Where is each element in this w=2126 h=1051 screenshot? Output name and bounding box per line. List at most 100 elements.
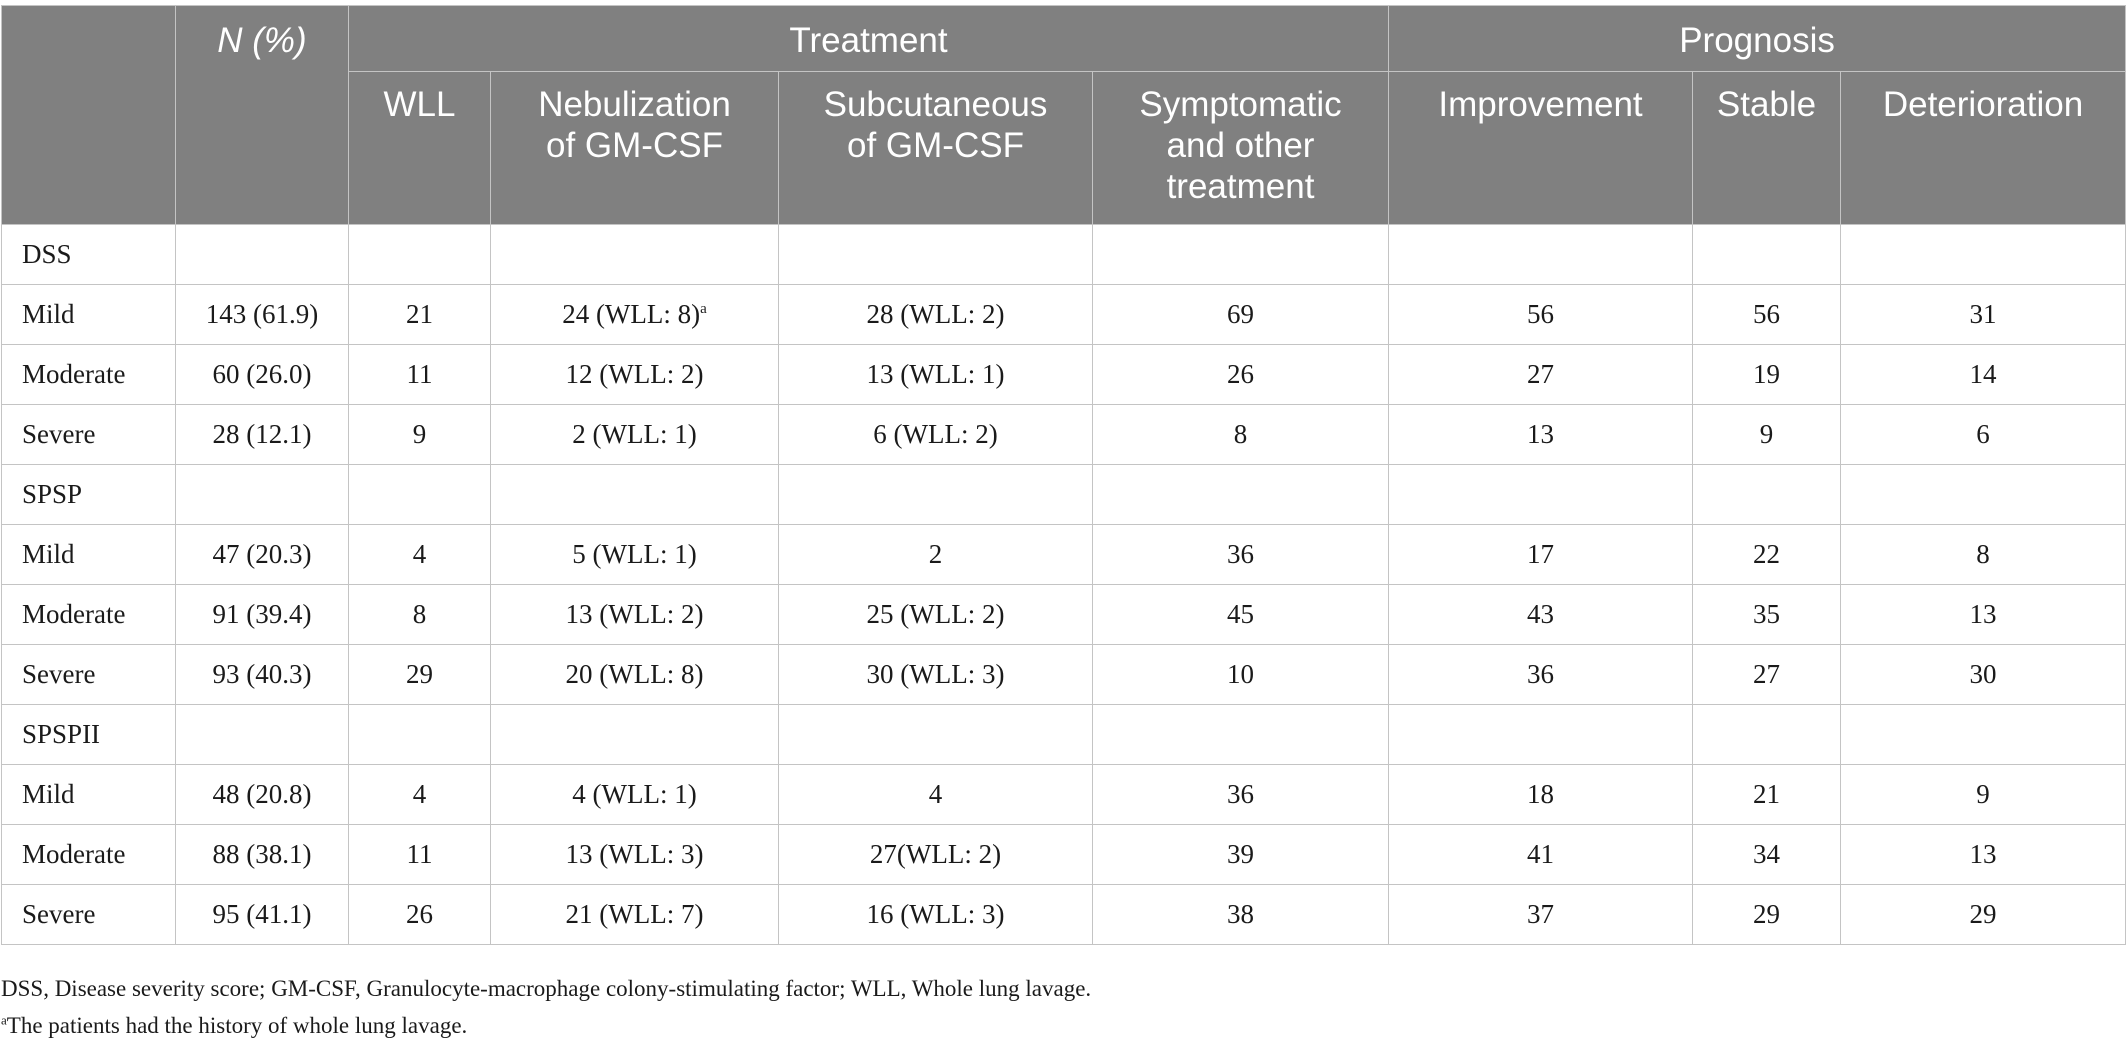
cell-improvement: 18 (1388, 764, 1694, 825)
cell-n: 88 (38.1) (175, 824, 349, 885)
cell-wll: 4 (348, 524, 491, 585)
cell-nebulization: 24 (WLL: 8)a (490, 284, 779, 345)
cell-subcutaneous: 28 (WLL: 2) (778, 284, 1093, 345)
cell-stable: 35 (1692, 584, 1842, 645)
cell-deterioration: 9 (1840, 764, 2126, 825)
header-treatment: Treatment (347, 5, 1390, 72)
cell-improvement: 37 (1388, 884, 1694, 945)
cell-nebulization: 20 (WLL: 8) (490, 644, 779, 705)
cell-subcutaneous: 25 (WLL: 2) (778, 584, 1093, 645)
cell-nebulization: 13 (WLL: 2) (490, 584, 779, 645)
cell-stable: 27 (1692, 644, 1842, 705)
group-row: DSS (1, 224, 2126, 285)
cell-subcutaneous: 27(WLL: 2) (778, 824, 1093, 885)
history-footnote: aThe patients had the history of whole l… (1, 1007, 1091, 1044)
cell-deterioration: 14 (1840, 344, 2126, 405)
header-wll: WLL (348, 71, 491, 225)
cell-improvement: 43 (1388, 584, 1694, 645)
table-header: N (%) Treatment Prognosis WLL Nebulizati… (1, 5, 2126, 225)
header-improvement: Improvement (1388, 71, 1694, 225)
cell-symptomatic: 38 (1091, 884, 1390, 945)
cell-wll: 29 (348, 644, 491, 705)
cell-symptomatic: 8 (1091, 404, 1390, 465)
cell-subcutaneous: 6 (WLL: 2) (778, 404, 1093, 465)
cell-symptomatic: 10 (1091, 644, 1390, 705)
abbreviations-footnote: DSS, Disease severity score; GM-CSF, Gra… (1, 976, 1092, 1001)
row-label: Mild (1, 524, 176, 585)
cell-improvement: 17 (1388, 524, 1694, 585)
footnote-marker: a (700, 301, 707, 317)
cell-symptomatic: 69 (1091, 284, 1390, 345)
cell-deterioration: 6 (1840, 404, 2126, 465)
cell-improvement: 27 (1388, 344, 1694, 405)
header-deterioration: Deterioration (1840, 71, 2126, 225)
cell-symptomatic: 39 (1091, 824, 1390, 885)
row-label: Severe (1, 884, 176, 945)
cell-wll: 4 (348, 764, 491, 825)
table-row: Severe 95 (41.1) 26 21 (WLL: 7) 16 (WLL:… (1, 884, 2126, 945)
table-row: Moderate 88 (38.1) 11 13 (WLL: 3) 27(WLL… (1, 824, 2126, 885)
cell-n: 143 (61.9) (175, 284, 349, 345)
table-footnotes: DSS, Disease severity score; GM-CSF, Gra… (1, 970, 1091, 1044)
cell-nebulization: 12 (WLL: 2) (490, 344, 779, 405)
header-symptomatic: Symptomatic and other treatment (1091, 71, 1390, 225)
cell-deterioration: 13 (1840, 824, 2126, 885)
group-label: SPSP (1, 464, 176, 525)
cell-wll: 11 (348, 344, 491, 405)
cell-nebulization-value: 24 (WLL: 8) (562, 299, 701, 329)
header-nebulization: Nebulization of GM-CSF (490, 71, 779, 225)
row-label: Severe (1, 644, 176, 705)
table-row: Moderate 60 (26.0) 11 12 (WLL: 2) 13 (WL… (1, 344, 2126, 405)
cell-subcutaneous: 4 (778, 764, 1093, 825)
cell-deterioration: 31 (1840, 284, 2126, 345)
cell-wll: 8 (348, 584, 491, 645)
cell-deterioration: 13 (1840, 584, 2126, 645)
cell-symptomatic: 36 (1091, 764, 1390, 825)
cell-n: 48 (20.8) (175, 764, 349, 825)
cell-subcutaneous: 16 (WLL: 3) (778, 884, 1093, 945)
cell-deterioration: 8 (1840, 524, 2126, 585)
cell-nebulization: 4 (WLL: 1) (490, 764, 779, 825)
cell-subcutaneous: 30 (WLL: 3) (778, 644, 1093, 705)
header-prognosis: Prognosis (1388, 5, 2126, 72)
cell-nebulization: 13 (WLL: 3) (490, 824, 779, 885)
cell-nebulization: 2 (WLL: 1) (490, 404, 779, 465)
cell-nebulization: 21 (WLL: 7) (490, 884, 779, 945)
header-empty-cell (1, 5, 176, 225)
cell-n: 91 (39.4) (175, 584, 349, 645)
cell-stable: 9 (1692, 404, 1842, 465)
table-row: Severe 93 (40.3) 29 20 (WLL: 8) 30 (WLL:… (1, 644, 2126, 705)
cell-wll: 9 (348, 404, 491, 465)
table-row: Moderate 91 (39.4) 8 13 (WLL: 2) 25 (WLL… (1, 584, 2126, 645)
cell-nebulization: 5 (WLL: 1) (490, 524, 779, 585)
table-row: Mild 47 (20.3) 4 5 (WLL: 1) 2 36 17 22 8 (1, 524, 2126, 585)
header-subcutaneous: Subcutaneous of GM-CSF (778, 71, 1093, 225)
history-footnote-text: The patients had the history of whole lu… (6, 1013, 468, 1038)
cell-wll: 11 (348, 824, 491, 885)
footnote-marker: a (1, 1012, 7, 1028)
cell-n: 95 (41.1) (175, 884, 349, 945)
cell-improvement: 56 (1388, 284, 1694, 345)
cell-improvement: 36 (1388, 644, 1694, 705)
cell-deterioration: 29 (1840, 884, 2126, 945)
cell-n: 93 (40.3) (175, 644, 349, 705)
cell-deterioration: 30 (1840, 644, 2126, 705)
cell-symptomatic: 45 (1091, 584, 1390, 645)
row-label: Mild (1, 764, 176, 825)
cell-symptomatic: 36 (1091, 524, 1390, 585)
cell-subcutaneous: 13 (WLL: 1) (778, 344, 1093, 405)
table-row: Mild 48 (20.8) 4 4 (WLL: 1) 4 36 18 21 9 (1, 764, 2126, 825)
cell-stable: 19 (1692, 344, 1842, 405)
cell-stable: 34 (1692, 824, 1842, 885)
row-label: Severe (1, 404, 176, 465)
cell-n: 47 (20.3) (175, 524, 349, 585)
cell-n: 28 (12.1) (175, 404, 349, 465)
group-row: SPSPII (1, 704, 2126, 765)
row-label: Moderate (1, 344, 176, 405)
group-label: SPSPII (1, 704, 176, 765)
cell-stable: 29 (1692, 884, 1842, 945)
cell-improvement: 41 (1388, 824, 1694, 885)
row-label: Moderate (1, 824, 176, 885)
cell-stable: 21 (1692, 764, 1842, 825)
table-body: DSS Mild 143 (61.9) 21 24 (WLL: 8)a 28 (… (1, 224, 2126, 945)
